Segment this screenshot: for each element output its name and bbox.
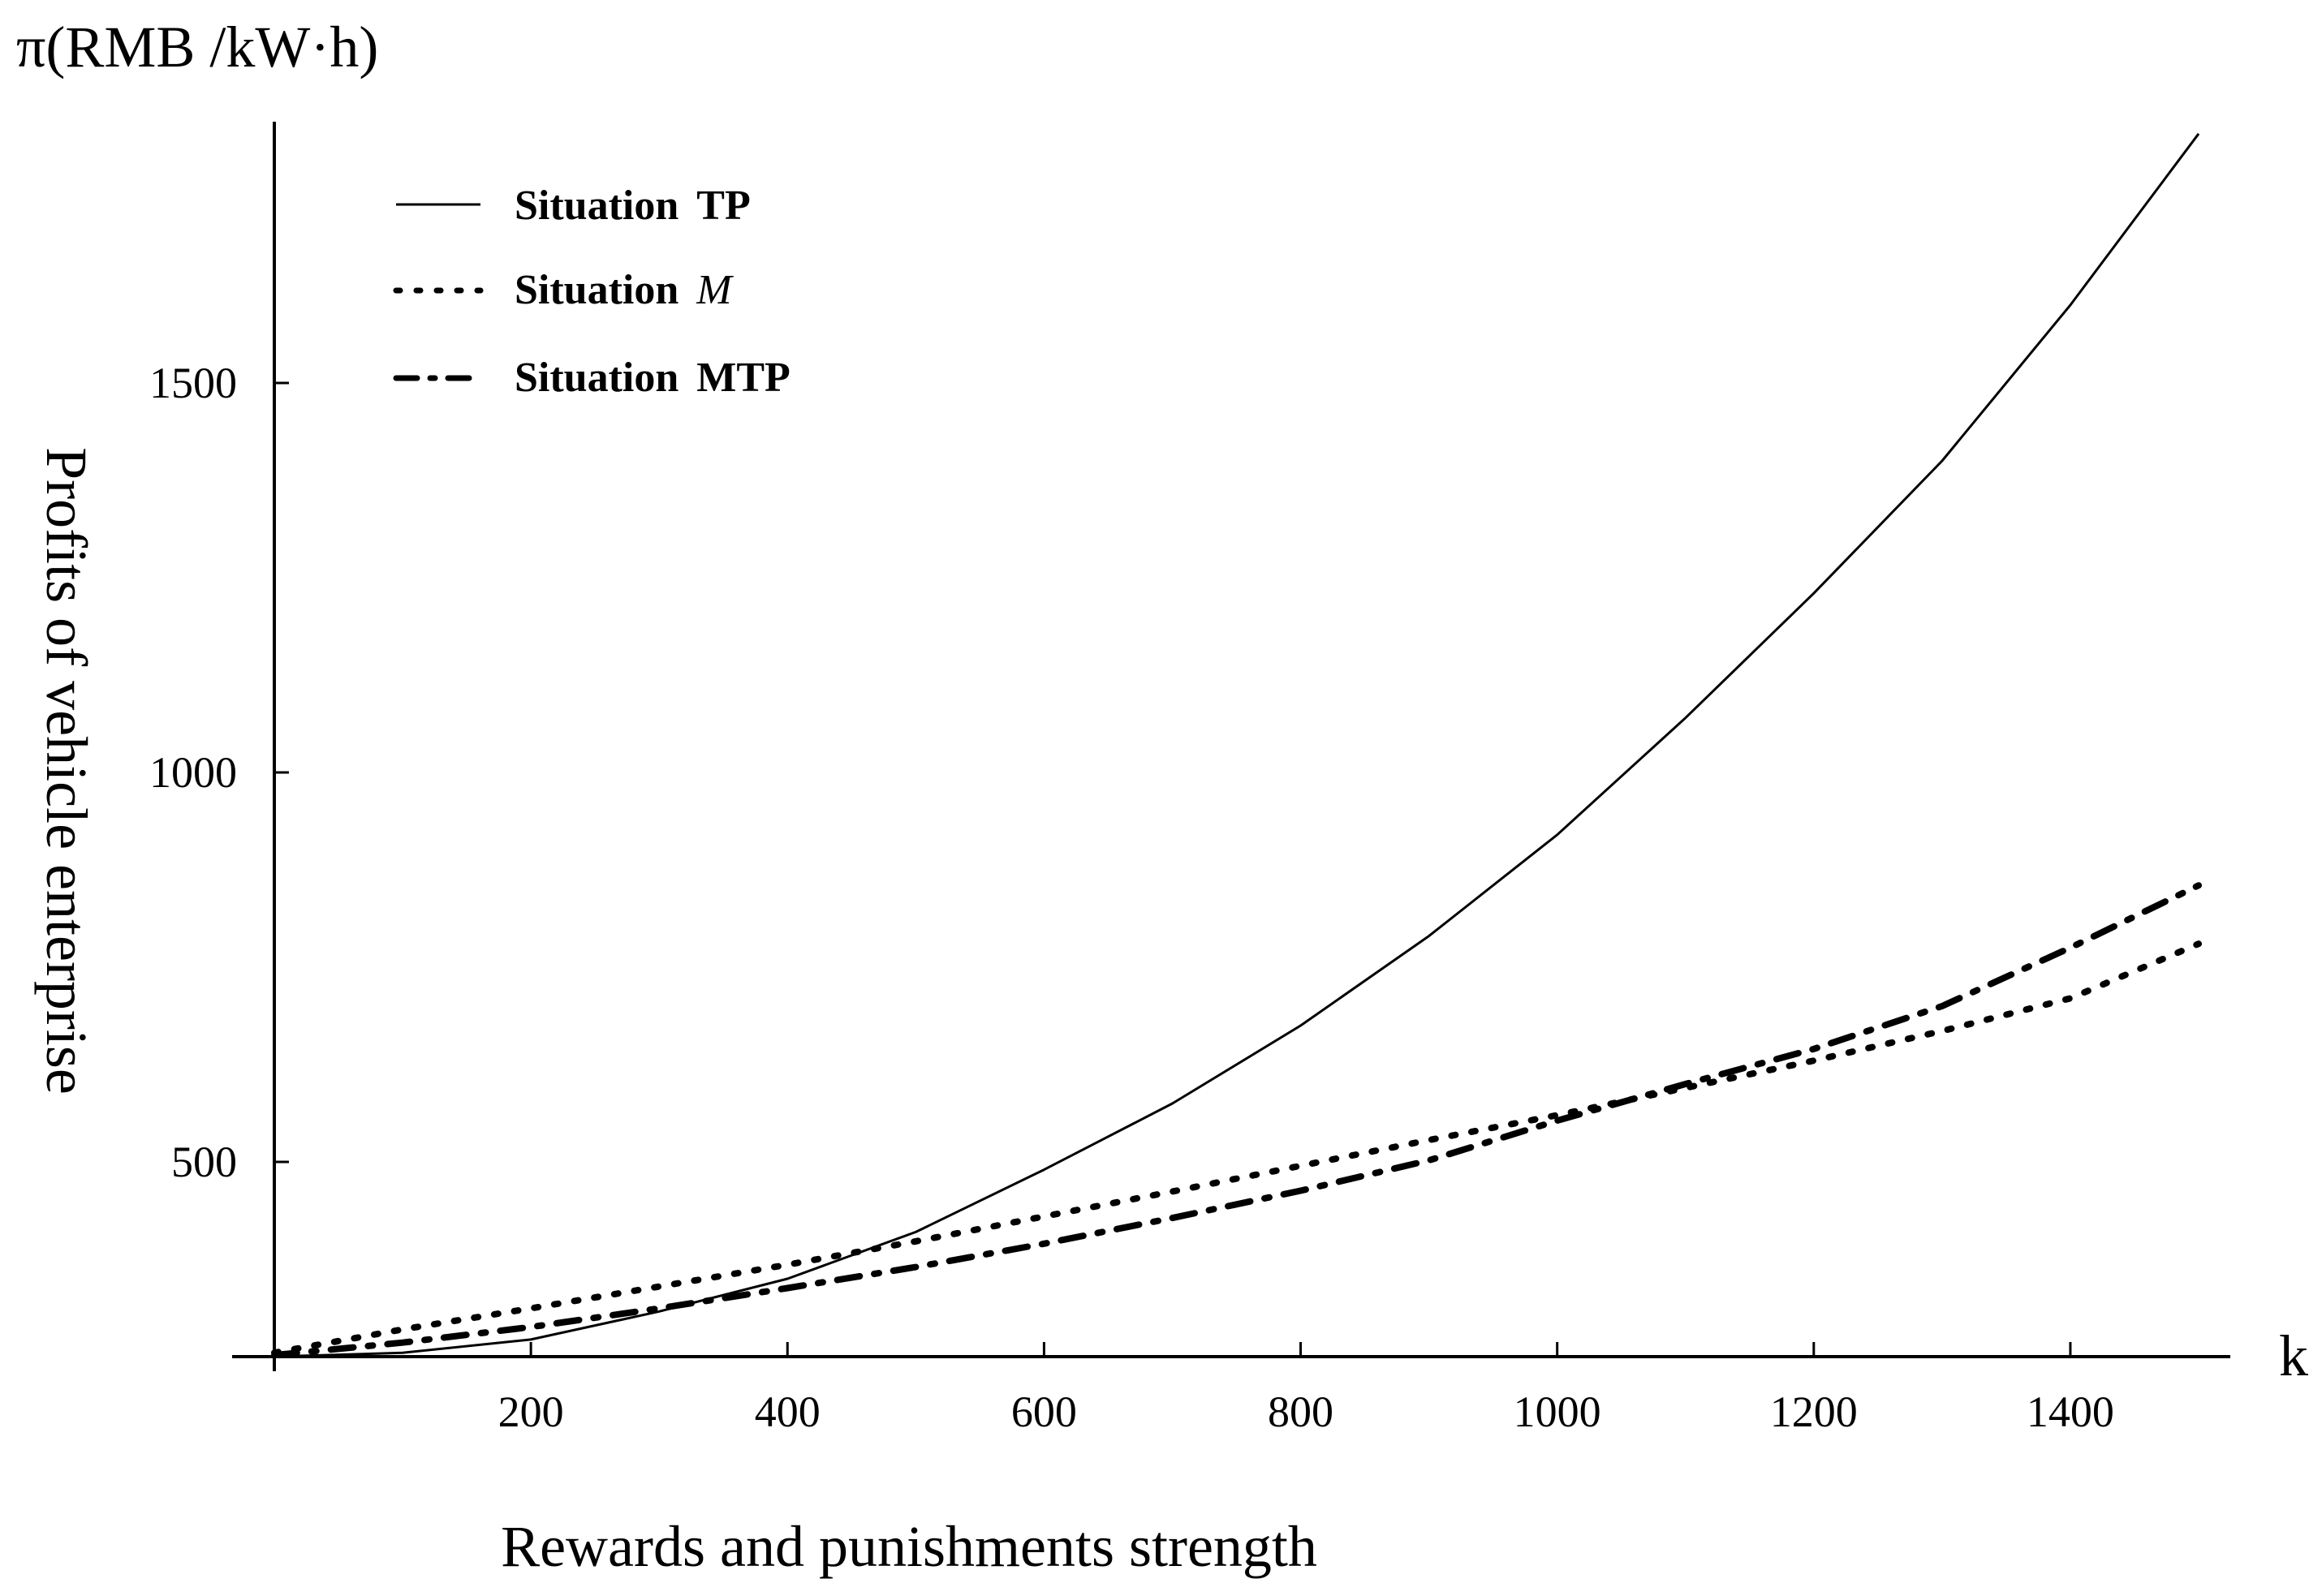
x-axis-end-label: k <box>2279 1323 2308 1388</box>
y-tick-label: 1500 <box>149 359 237 407</box>
x-axis-ticks: 200 400 600 800 1000 1200 1400 <box>498 1342 2114 1436</box>
legend-entry-tp: Situation TP <box>396 183 751 229</box>
legend-label-tp: Situation TP <box>515 183 751 229</box>
x-axis-title: Rewards and punishments strength <box>501 1514 1317 1579</box>
y-axis-title: Profits of vehicle enterprise <box>34 447 99 1095</box>
x-tick-label: 800 <box>1268 1387 1333 1436</box>
legend-entry-mtp: Situation MTP <box>393 355 791 401</box>
plot-lines <box>271 132 2202 1359</box>
x-tick-label: 1000 <box>1514 1387 1601 1436</box>
legend-label-m: Situation M <box>515 267 734 313</box>
x-tick-label: 600 <box>1011 1387 1077 1436</box>
y-axis-ticks: 500 1000 1500 <box>149 359 289 1186</box>
legend-label-mtp: Situation MTP <box>515 355 791 401</box>
y-unit-label: π(RMB /kW·h) <box>16 15 378 80</box>
x-tick-label: 400 <box>755 1387 821 1436</box>
x-tick-label: 1400 <box>2027 1387 2114 1436</box>
y-tick-label: 500 <box>171 1138 237 1186</box>
x-tick-label: 1200 <box>1770 1387 1858 1436</box>
series-line-m <box>271 940 2202 1357</box>
series-line-mtp <box>271 882 2202 1359</box>
x-tick-label: 200 <box>498 1387 564 1436</box>
legend: Situation TP Situation M Situation MTP <box>393 183 791 401</box>
y-tick-label: 1000 <box>149 748 237 797</box>
series-line-tp <box>274 132 2200 1358</box>
legend-entry-m: Situation M <box>393 267 734 313</box>
